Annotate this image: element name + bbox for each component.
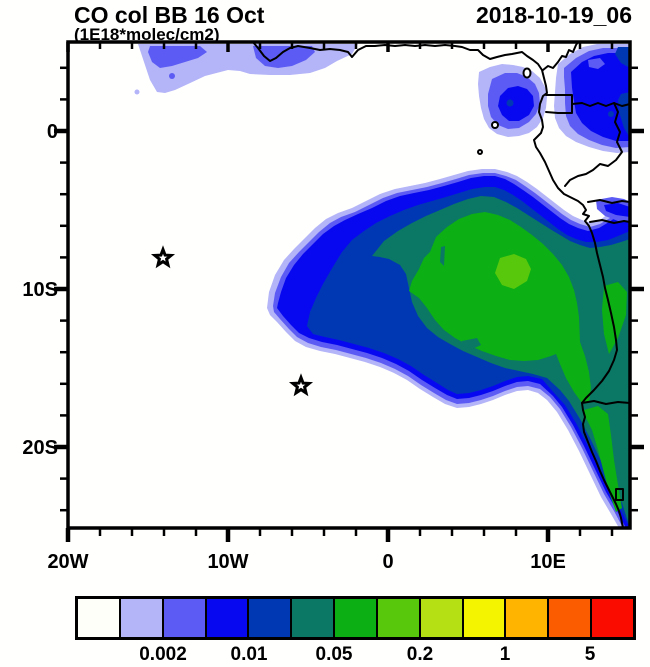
colorbar-cell (120, 599, 164, 637)
border-gabon-congo (564, 102, 623, 187)
contour-guinea-west (498, 86, 534, 121)
island-bioko (522, 67, 532, 79)
coastline-africa (252, 42, 624, 528)
chart-title: CO col BB 16 Oct (74, 2, 265, 28)
contour-main-plume-green (409, 212, 591, 403)
x-tick-label-20w: 20W (47, 551, 89, 573)
contour-dot (169, 73, 175, 79)
colorbar (75, 596, 636, 640)
colorbar-cell (335, 599, 378, 637)
x-tick-label-10w: 10W (207, 551, 249, 573)
x-tick-label-10e: 10E (530, 551, 566, 573)
border-cameroon-gabon (571, 102, 630, 107)
colorbar-cell (163, 599, 207, 637)
contour-guinea-west-core (506, 99, 514, 107)
colorbar-label: 1 (499, 644, 511, 665)
chart-units-subtitle: (1E18*molec/cm2) (74, 25, 220, 44)
colorbar-cell (206, 599, 250, 637)
y-tick-label-20s: 20S (22, 437, 58, 459)
contour-dot (134, 89, 140, 95)
colorbar-label: 0.05 (315, 644, 353, 665)
colorbar-label: 0.2 (406, 644, 434, 665)
x-tick-label-0: 0 (382, 551, 394, 573)
colorbar-cell (549, 599, 593, 637)
colorbar-cell (463, 599, 507, 637)
y-tick-label-10s: 10S (22, 279, 58, 301)
contour-hole (588, 58, 605, 69)
border-congo-cabinda (587, 199, 630, 204)
colorbar-cell (377, 599, 421, 637)
contour-coast-streak (604, 203, 630, 217)
map-border (66, 40, 632, 530)
chart-datetime: 2018-10-19_06 (475, 2, 632, 28)
border-cameroon-nigeria (542, 42, 579, 71)
island-annobon (477, 149, 483, 155)
colorbar-label: 0.002 (139, 644, 187, 665)
contour-tail-green (584, 406, 622, 512)
colorbar-label: 5 (584, 644, 596, 665)
border-walvis-bay (615, 488, 624, 501)
island-sao-tome (491, 121, 499, 129)
colorbar-cell (506, 599, 550, 637)
contour-hole (461, 338, 481, 350)
contour-north-streak-core-b (253, 46, 315, 68)
contour-local-max (495, 254, 531, 289)
contour-congo-basin-core (615, 47, 630, 68)
y-tick-label-0: 0 (46, 121, 58, 143)
colorbar-cell (420, 599, 464, 637)
contour-hole (440, 246, 445, 266)
star-marker (150, 245, 176, 269)
colorbar-cell (292, 599, 336, 637)
colorbar-cell (78, 599, 121, 637)
border-angola-namibia (581, 400, 630, 405)
contour-dot (608, 111, 614, 117)
border-drc-angola (589, 219, 630, 224)
contour-fills (134, 44, 630, 528)
star-marker (288, 373, 314, 397)
colorbar-label: 0.01 (230, 644, 268, 665)
colorbar-cell (249, 599, 293, 637)
station-markers (150, 245, 314, 397)
contour-north-streak-core-a (148, 46, 207, 68)
contour-congo-basin-core (618, 92, 630, 138)
colorbar-cell (592, 599, 633, 637)
